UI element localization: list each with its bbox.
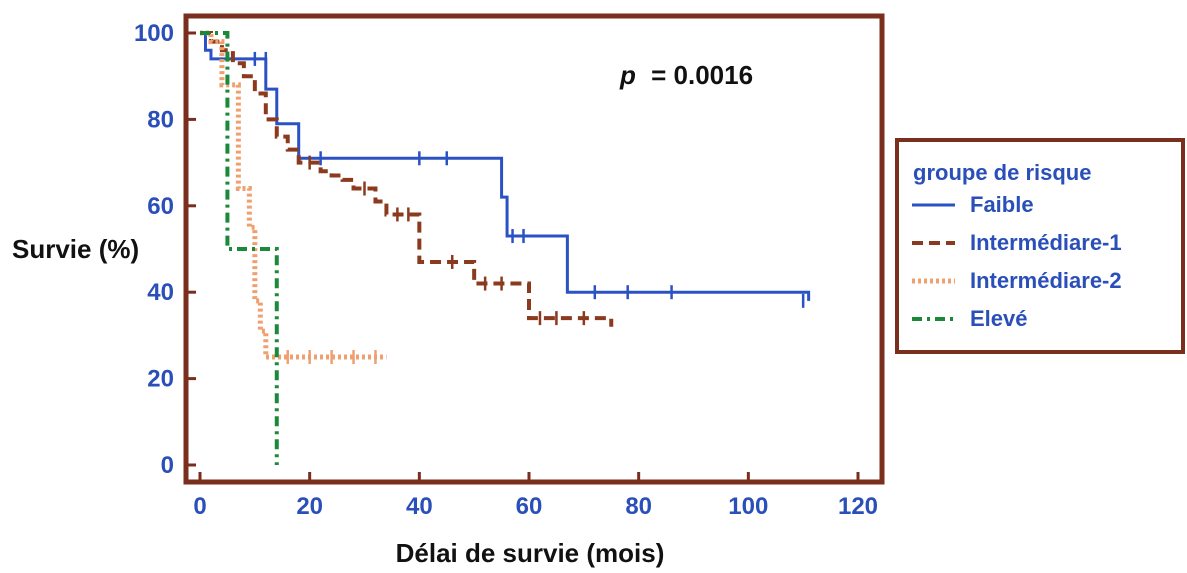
p-value-annotation: p = 0.0016 xyxy=(619,60,753,90)
y-tick-label: 60 xyxy=(147,193,174,220)
x-tick-label: 20 xyxy=(296,493,323,520)
legend-label-1: Faible xyxy=(970,192,1034,217)
y-tick-label: 20 xyxy=(147,366,174,393)
series-line-3 xyxy=(200,30,387,360)
legend-box xyxy=(895,138,1185,354)
y-axis-title: Survie (%) xyxy=(12,234,139,264)
x-axis-title: Délai de survie (mois) xyxy=(396,538,665,568)
legend-label-2: Intermédiare-1 xyxy=(970,230,1122,255)
x-tick-label: 60 xyxy=(516,493,543,520)
series-line-2 xyxy=(200,31,614,327)
legend-title: groupe de risque xyxy=(913,160,1091,185)
legend-label-4: Elevé xyxy=(970,306,1028,331)
p-label: p xyxy=(619,60,636,90)
x-tick-label: 100 xyxy=(728,493,768,520)
plot-frame-group xyxy=(183,13,885,485)
x-tick-label: 0 xyxy=(193,493,206,520)
y-tick-label: 0 xyxy=(161,452,174,479)
x-tick-label: 80 xyxy=(625,493,652,520)
x-tick-label: 120 xyxy=(838,493,878,520)
series-group xyxy=(200,30,811,465)
y-tick-label: 40 xyxy=(147,279,174,306)
axis-ticks-group: 0 20 40 60 80 100 120 0 20 40 60 80 100 xyxy=(134,20,878,520)
p-value: = 0.0016 xyxy=(651,60,753,90)
series-line-1 xyxy=(200,31,811,301)
y-tick-label: 100 xyxy=(134,20,174,47)
y-tick-label: 80 xyxy=(147,106,174,133)
legend-label-3: Intermédiare-2 xyxy=(970,268,1122,293)
plot-frame xyxy=(183,13,885,485)
x-tick-label: 40 xyxy=(406,493,433,520)
legend: groupe de risque Faible Intermédiare-1 Int… xyxy=(895,138,1185,354)
